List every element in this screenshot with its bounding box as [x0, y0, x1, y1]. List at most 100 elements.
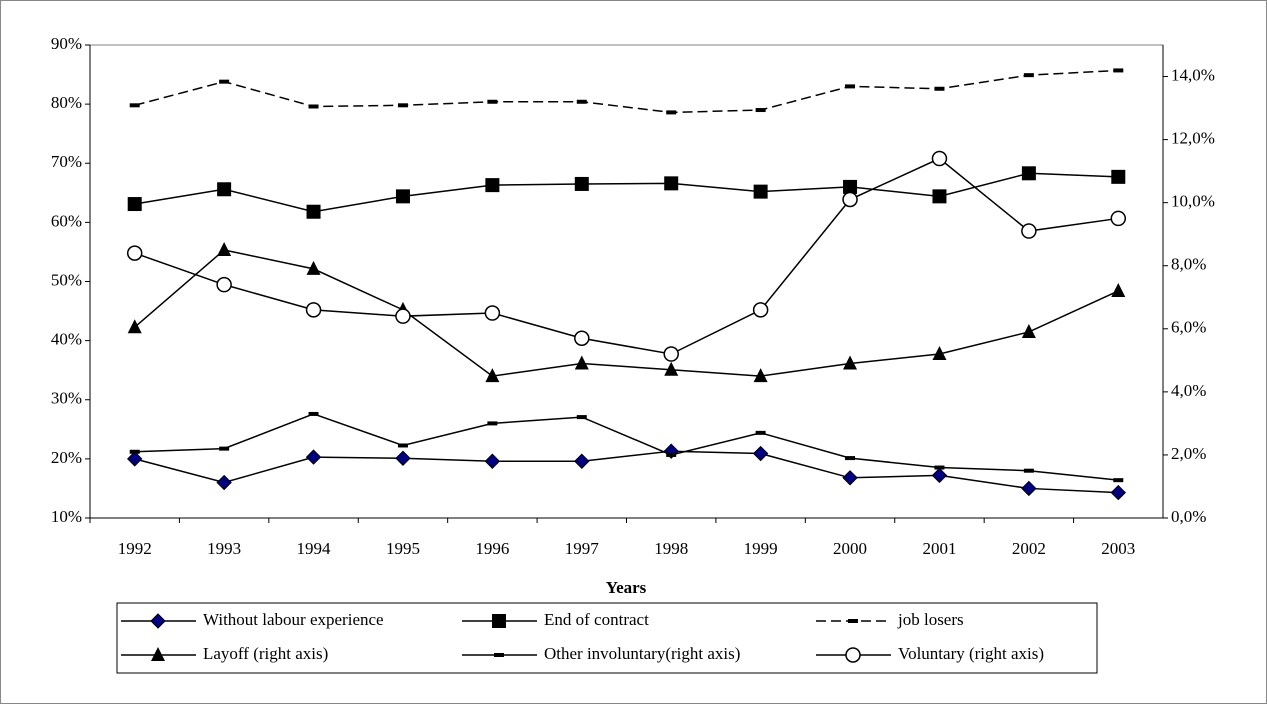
y2-tick-label: 4,0% [1171, 381, 1206, 400]
series-line [134, 172, 1119, 213]
marker [308, 411, 319, 416]
x-tick-label: 1993 [207, 539, 241, 558]
marker [753, 184, 768, 199]
y2-tick-label: 8,0% [1171, 255, 1206, 274]
marker [1111, 169, 1126, 184]
marker [752, 445, 769, 462]
marker [848, 619, 858, 623]
marker [129, 449, 140, 454]
marker [1021, 223, 1037, 239]
marker [306, 204, 321, 219]
marker [576, 99, 587, 104]
marker [305, 302, 322, 318]
y-tick-label: 70% [51, 152, 82, 171]
y2-tick-label: 0,0% [1171, 507, 1206, 526]
marker [127, 197, 142, 212]
marker [1023, 468, 1034, 473]
marker [494, 653, 504, 657]
marker [666, 110, 677, 115]
marker [845, 456, 856, 461]
marker [217, 241, 232, 256]
marker [308, 104, 319, 109]
y2-tick-label: 10,0% [1171, 192, 1215, 211]
marker [395, 450, 411, 466]
marker [666, 452, 677, 457]
marker [485, 178, 500, 193]
marker [664, 361, 679, 376]
marker [487, 99, 498, 104]
marker [217, 182, 232, 197]
x-tick-label: 2002 [1012, 539, 1046, 558]
marker [1110, 484, 1126, 501]
marker [845, 647, 861, 663]
marker [1021, 323, 1036, 338]
marker [755, 108, 766, 113]
marker [752, 302, 769, 318]
marker [931, 150, 948, 167]
marker [216, 276, 232, 293]
x-tick-label: 2003 [1101, 539, 1135, 558]
legend-label: End of contract [544, 610, 649, 629]
marker [576, 415, 587, 420]
y-tick-label: 80% [51, 93, 82, 112]
marker [219, 446, 230, 451]
marker [663, 346, 679, 362]
series-line [134, 69, 1119, 114]
marker [127, 319, 142, 334]
marker [842, 191, 858, 208]
y-tick-label: 10% [51, 507, 82, 526]
y-tick-label: 60% [51, 211, 82, 230]
marker [492, 614, 506, 628]
y2-tick-label: 2,0% [1171, 444, 1206, 463]
marker [127, 451, 143, 467]
legend-label: Voluntary (right axis) [898, 644, 1044, 663]
marker [753, 368, 768, 383]
y-tick-label: 30% [51, 389, 82, 408]
x-tick-label: 2001 [922, 539, 956, 558]
marker [395, 308, 411, 324]
marker [397, 443, 408, 448]
x-tick-label: 1996 [475, 539, 509, 558]
x-tick-label: 1998 [654, 539, 688, 558]
marker [305, 449, 322, 465]
legend-label: job losers [897, 610, 964, 629]
y-tick-label: 20% [51, 448, 82, 467]
series-line [134, 450, 1119, 494]
x-tick-label: 2000 [833, 539, 867, 558]
marker [1113, 68, 1124, 73]
marker [755, 430, 766, 435]
x-axis-title: Years [606, 578, 647, 597]
marker [843, 179, 858, 194]
series-line [134, 249, 1119, 377]
marker [485, 368, 500, 383]
marker [306, 260, 321, 275]
x-tick-label: 1999 [744, 539, 778, 558]
y-tick-label: 40% [51, 330, 82, 349]
marker [1021, 166, 1036, 181]
marker [1021, 480, 1037, 497]
marker [664, 176, 679, 191]
y2-tick-label: 6,0% [1171, 318, 1206, 337]
x-tick-label: 1995 [386, 539, 420, 558]
marker [931, 467, 948, 484]
marker [932, 346, 947, 361]
y2-tick-label: 14,0% [1171, 65, 1215, 84]
marker [395, 189, 410, 204]
plot-area [89, 44, 1164, 519]
x-tick-label: 1997 [565, 539, 600, 558]
marker [126, 245, 143, 261]
marker [1113, 478, 1124, 483]
marker [842, 470, 858, 486]
marker [574, 453, 590, 469]
y-tick-label: 50% [51, 270, 82, 289]
marker [484, 305, 501, 321]
marker [843, 355, 858, 370]
marker [129, 103, 140, 108]
marker [845, 84, 856, 89]
marker [151, 647, 165, 661]
marker [1111, 282, 1126, 297]
marker [219, 79, 230, 84]
marker [934, 465, 945, 470]
